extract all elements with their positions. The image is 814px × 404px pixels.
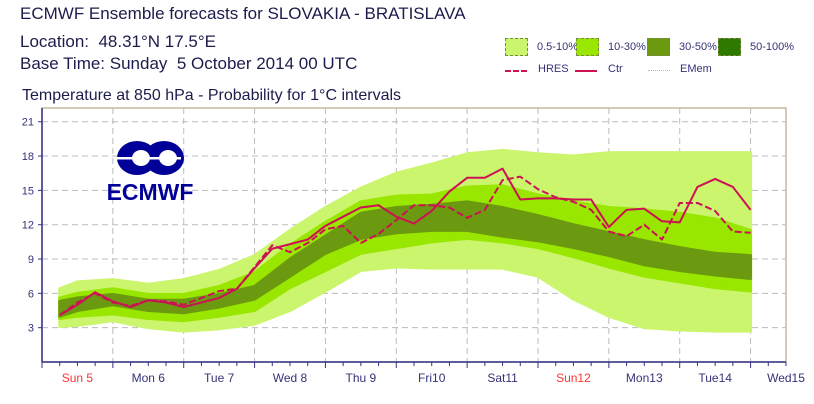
probability-bands [58, 148, 753, 333]
x-tick-label: Sun12 [556, 371, 591, 385]
y-tick-label: 9 [28, 254, 34, 266]
logo-text: ECMWF [107, 179, 194, 205]
y-tick-label: 18 [22, 151, 34, 163]
x-tick-label: Sun 5 [62, 371, 94, 385]
ecmwf-logo: ECMWF [107, 141, 194, 205]
x-tick-label: Wed15 [767, 371, 805, 385]
chart-title: ECMWF Ensemble forecasts for SLOVAKIA - … [20, 4, 466, 23]
series-lines [59, 167, 752, 316]
x-tick-label: Tue 7 [204, 371, 235, 385]
legend-label: HRES [538, 63, 569, 75]
y-tick-label: 6 [28, 288, 34, 300]
band-p10-30 [58, 184, 753, 323]
legend-ctr-line [575, 70, 597, 72]
legend-swatch-50-100 [718, 38, 741, 56]
legend-label: Ctr [608, 63, 623, 75]
location-text: Location: 48.31°N 17.5°E [20, 32, 217, 51]
x-tick-label: Mon13 [626, 371, 663, 385]
x-tick-label: Thu 9 [346, 371, 377, 385]
legend-emem-line [648, 70, 670, 71]
x-tick-label: Mon 6 [132, 371, 166, 385]
series-ctr [59, 167, 752, 316]
legend-label: 30-50% [679, 41, 717, 53]
legend-label: 50-100% [750, 41, 795, 53]
y-tick-label: 12 [22, 220, 34, 232]
legend-label: EMem [680, 63, 712, 75]
x-tick-label: Wed 8 [273, 371, 308, 385]
legend-label: 0.5-10% [537, 41, 578, 53]
x-tick-label: Fri10 [418, 371, 446, 385]
legend-swatch-0-5-10 [505, 38, 528, 56]
legend-swatch-30-50 [647, 38, 670, 56]
y-tick-label: 15 [22, 185, 34, 197]
series-hres [59, 175, 751, 316]
legend-label: 10-30% [608, 41, 646, 53]
legend-swatch-10-30 [576, 38, 599, 56]
legend-hres-line [505, 70, 527, 72]
x-tick-label: Tue14 [698, 371, 732, 385]
x-tick-label: Sat11 [487, 371, 518, 385]
base-time-text: Base Time: Sunday 5 October 2014 00 UTC [20, 54, 358, 73]
axes: 3 6 9 12 15 18 21 Sun 5 Mon 6 Tue 7 Wed 8 Thu 9 Fri1… [22, 108, 805, 385]
y-tick-label: 21 [22, 117, 34, 129]
band-p30-50 [58, 200, 753, 318]
y-tick-label: 3 [28, 323, 34, 335]
chart-subtitle: Temperature at 850 hPa - Probability for… [22, 87, 402, 104]
